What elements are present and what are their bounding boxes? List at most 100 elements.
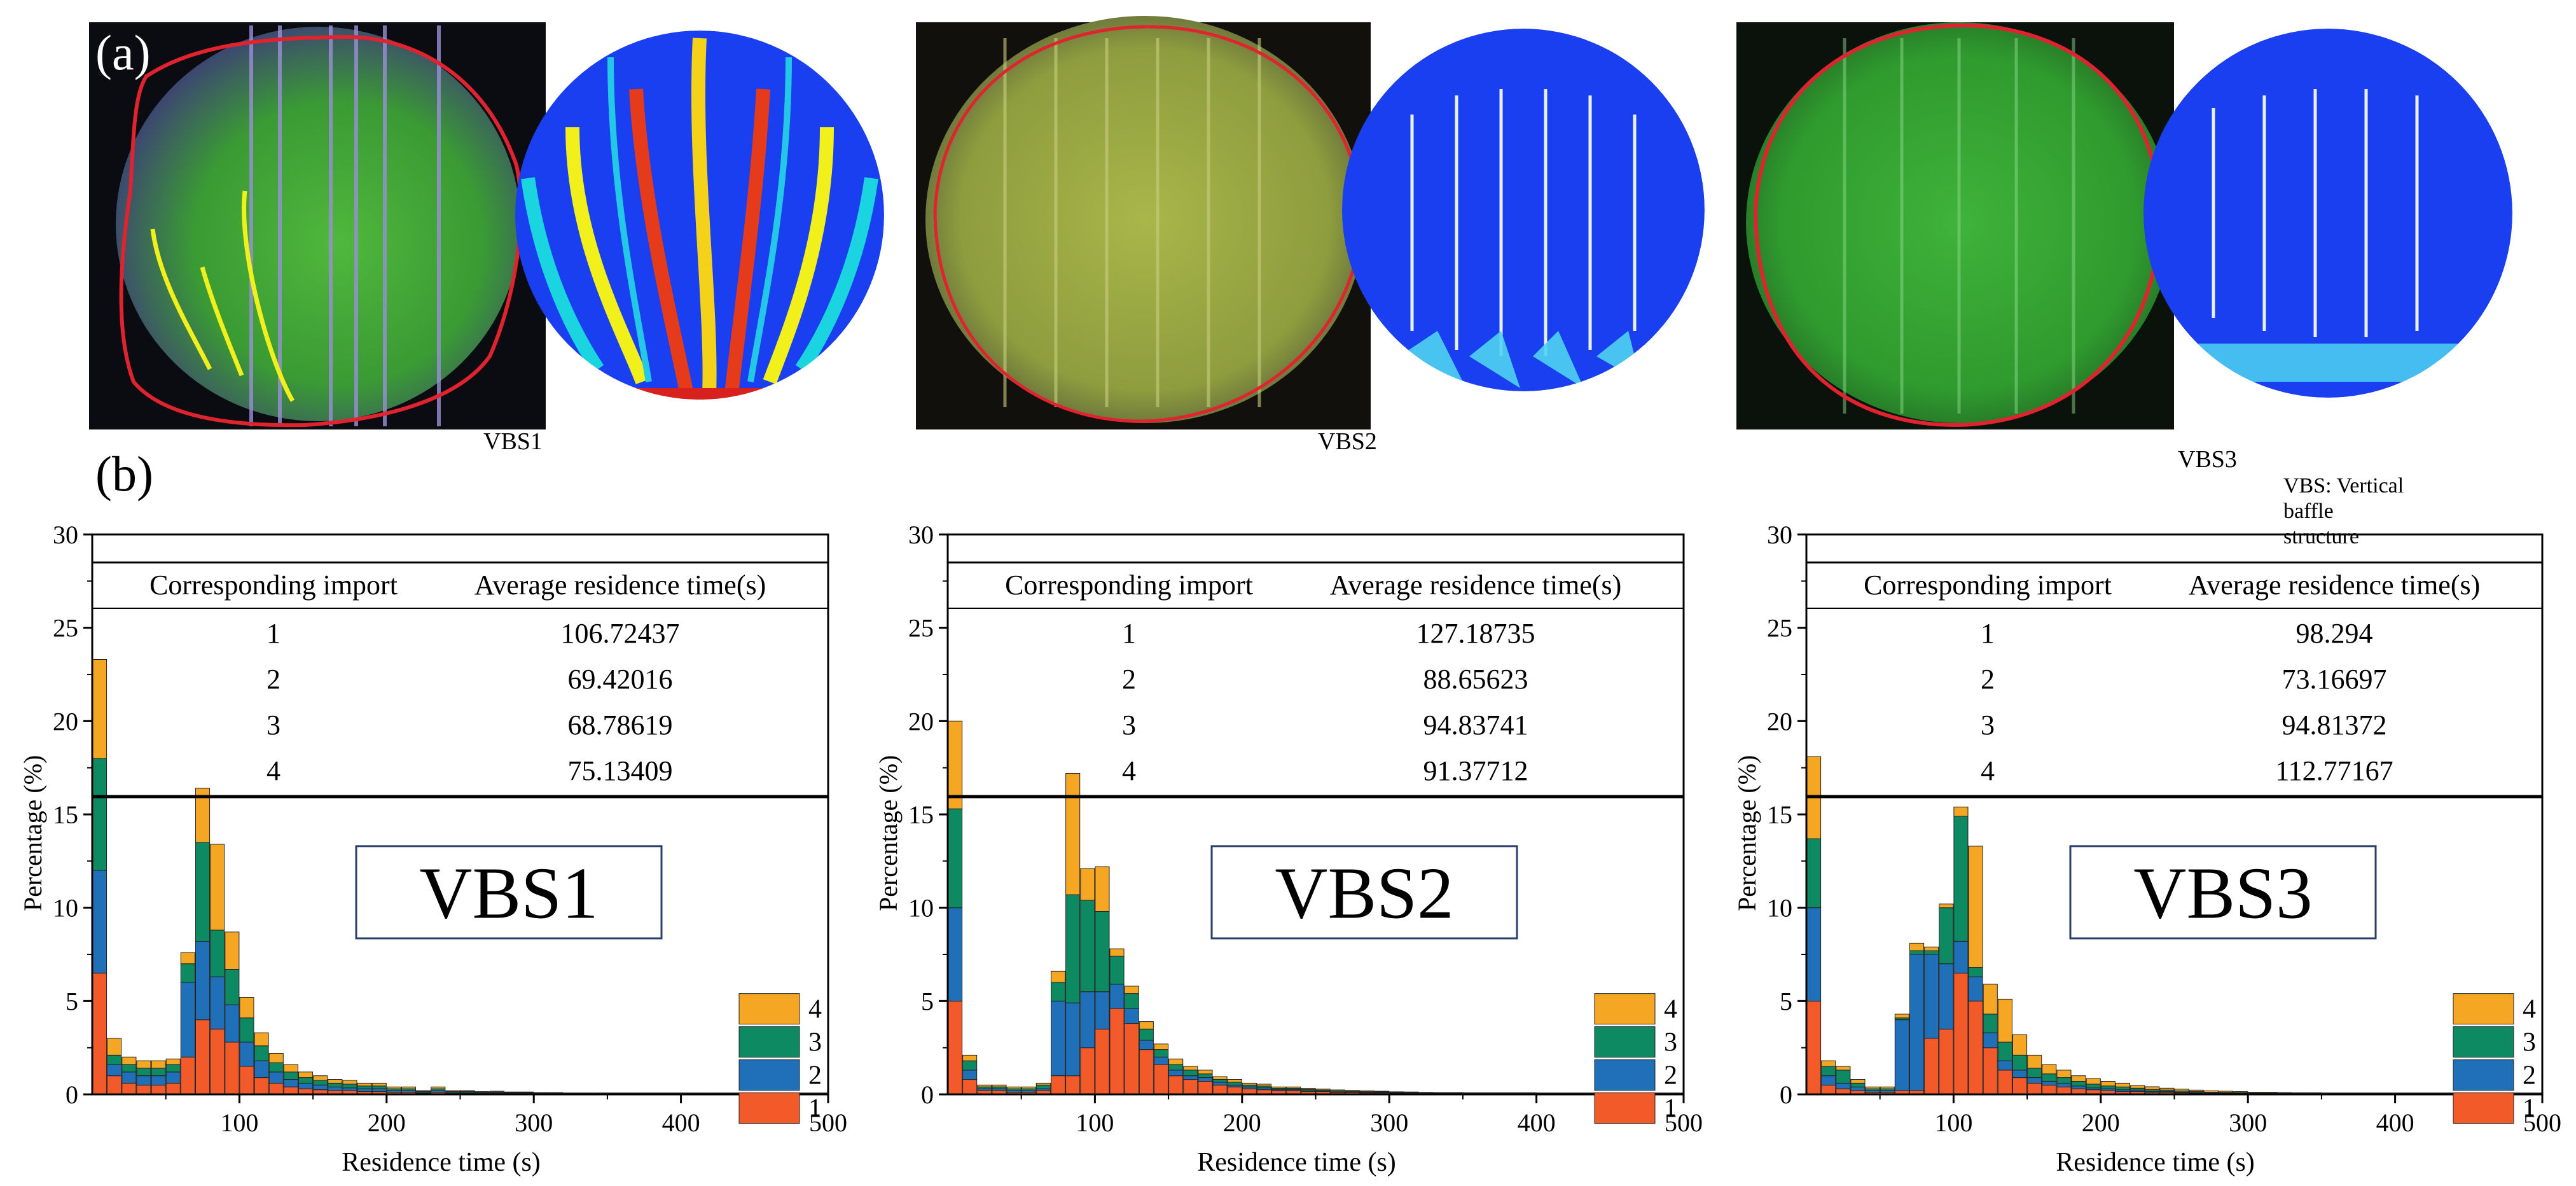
y-axis-label: Percentage (%) (1733, 755, 1761, 911)
bar-2-bin-8 (1065, 1002, 1081, 1077)
bar-3-bin-10 (239, 1017, 254, 1043)
bar-4-bin-1 (962, 1054, 978, 1061)
y-tick-label: 30 (1767, 520, 1792, 549)
y-tick-label: 5 (66, 987, 78, 1015)
table-cell-import: 4 (1122, 755, 1136, 786)
vbs-label-box (355, 845, 663, 940)
bar-1-bin-7 (1051, 1075, 1066, 1095)
bar-4-bin-22 (2130, 1085, 2145, 1089)
bar-4-bin-7 (195, 788, 211, 843)
bar-1-bin-3 (136, 1084, 151, 1095)
bar-2-bin-0 (92, 870, 107, 973)
table-cell-time: 91.37712 (1423, 755, 1528, 786)
bar-3-bin-11 (1109, 956, 1125, 985)
bar-1-bin-11 (1968, 1000, 1983, 1095)
table-cell-time: 94.81372 (2282, 709, 2387, 741)
bar-3-bin-9 (1080, 900, 1095, 993)
bar-4-bin-24 (2159, 1087, 2175, 1091)
bar-3-bin-1 (962, 1060, 978, 1071)
legend-label-4: 4 (2523, 995, 2536, 1024)
x-tick-label: 500 (2523, 1108, 2561, 1137)
bar-4-bin-32 (2277, 1092, 2292, 1094)
bar-4-bin-14 (1154, 1043, 1169, 1050)
bar-4-bin-9 (1080, 868, 1095, 901)
bar-4-bin-36 (622, 1092, 637, 1094)
bar-4-bin-24 (445, 1090, 460, 1092)
bar-4-bin-19 (1227, 1079, 1242, 1083)
bar-4-bin-34 (2306, 1092, 2322, 1094)
bar-1-bin-2 (121, 1082, 137, 1095)
legend-label-3: 3 (1664, 1028, 1677, 1057)
table-header-import: Corresponding import (149, 569, 398, 601)
bar-2-bin-8 (210, 976, 225, 1029)
bar-3-bin-14 (298, 1077, 314, 1084)
x-tick-label: 100 (1076, 1108, 1114, 1137)
bar-4-bin-48 (798, 1092, 814, 1094)
bar-4-bin-12 (1124, 986, 1139, 994)
bar-2-bin-17 (1198, 1077, 1213, 1082)
table-cell-time: 94.83741 (1423, 709, 1528, 741)
x-tick-label: 100 (220, 1108, 258, 1137)
bar-3-bin-19 (2086, 1084, 2101, 1089)
bar-4-bin-36 (2336, 1092, 2351, 1094)
table-cell-import: 2 (267, 664, 280, 695)
bar-2-bin-10 (1953, 941, 1969, 973)
x-tick-label: 300 (515, 1108, 553, 1137)
bar-4-bin-11 (254, 1032, 269, 1047)
vbs-label-text: VBS2 (1275, 853, 1453, 933)
bar-2-bin-18 (1212, 1082, 1228, 1085)
bar-4-bin-0 (92, 659, 107, 759)
bar-4-bin-10 (239, 997, 254, 1019)
bar-4-bin-4 (151, 1060, 166, 1069)
bar-4-bin-17 (1198, 1070, 1213, 1075)
y-tick-label: 0 (921, 1080, 934, 1109)
vbs-label-text: VBS3 (2133, 853, 2312, 933)
legend-label-2: 2 (1664, 1061, 1677, 1091)
y-tick-label: 25 (53, 614, 78, 643)
bar-2-bin-1 (962, 1070, 978, 1080)
bar-3-bin-14 (1154, 1049, 1169, 1057)
bar-2-bin-16 (328, 1086, 343, 1091)
bar-3-bin-16 (328, 1082, 343, 1087)
legend-swatch-1 (1594, 1092, 1656, 1124)
bar-1-bin-1 (962, 1079, 978, 1095)
bar-4-bin-40 (2395, 1092, 2410, 1094)
bar-4-bin-34 (1448, 1092, 1463, 1094)
bar-4-bin-6 (1035, 1082, 1051, 1085)
legend-swatch-4 (738, 993, 800, 1025)
table-cell-time: 69.42016 (568, 664, 673, 695)
bar-3-bin-16 (2042, 1073, 2057, 1082)
bar-4-bin-11 (1968, 846, 1983, 968)
bar-4-bin-39 (2380, 1092, 2395, 1094)
bar-1-bin-15 (2027, 1082, 2042, 1095)
bar-4-bin-37 (637, 1092, 652, 1094)
bar-4-bin-9 (225, 931, 240, 970)
bar-2-bin-5 (165, 1071, 181, 1084)
bar-4-bin-9 (1939, 903, 1954, 909)
bar-2-bin-10 (239, 1042, 254, 1067)
bar-4-bin-16 (1183, 1066, 1198, 1071)
bar-1-bin-12 (1983, 1047, 1998, 1095)
bar-1-bin-0 (948, 1000, 963, 1095)
table-cell-import: 3 (1122, 709, 1136, 741)
bar-4-bin-48 (1654, 1092, 1669, 1094)
bar-1-bin-18 (1212, 1084, 1228, 1095)
bar-4-bin-38 (1507, 1092, 1522, 1094)
bar-1-bin-7 (195, 1019, 211, 1095)
bar-3-bin-1 (107, 1054, 122, 1065)
legend-label-2: 2 (2523, 1061, 2536, 1091)
bar-3-bin-0 (948, 808, 963, 909)
bar-2-bin-2 (1836, 1082, 1851, 1089)
bar-3-bin-18 (357, 1085, 372, 1089)
bar-3-bin-12 (1124, 993, 1139, 1009)
bar-2-bin-7 (1909, 954, 1925, 1091)
y-tick-label: 5 (921, 987, 934, 1015)
chart-vbs3: Corresponding import Average residence ti… (1733, 520, 2561, 1177)
bar-4-bin-5 (1021, 1086, 1036, 1089)
bar-4-bin-49 (1668, 1092, 1684, 1094)
y-axis-label: Percentage (%) (18, 755, 47, 911)
bar-4-bin-18 (357, 1082, 372, 1087)
bar-4-bin-19 (371, 1082, 387, 1087)
bar-4-bin-21 (1256, 1084, 1272, 1087)
legend-label-1: 1 (1664, 1094, 1677, 1124)
